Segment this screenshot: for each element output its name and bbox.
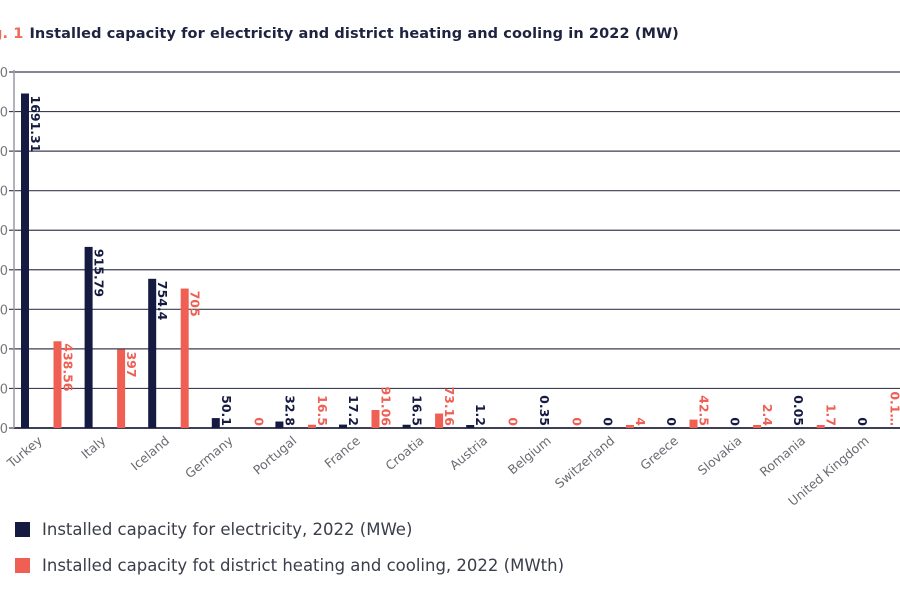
y-tick-label: 400 [0, 343, 8, 358]
y-tick-label: 1000 [0, 224, 8, 239]
data-label-electricity: 0 [664, 417, 679, 426]
data-label-electricity: 915.79 [92, 249, 107, 297]
data-label-heating: 0 [251, 417, 266, 426]
x-axis-ticks: Turkey Italy Iceland Germany Portugal France C… [3, 432, 871, 508]
y-tick-label: 1600 [0, 106, 8, 121]
legend-label-heating: Installed capacity fot district heating … [42, 556, 565, 575]
x-tick-label: Romania [757, 433, 809, 480]
bar-heating [753, 425, 762, 428]
data-label-heating: 4 [633, 417, 648, 426]
x-tick-label: Croatia [382, 433, 426, 473]
bar-electricity [148, 278, 157, 428]
figure-number: g. 1 [0, 26, 24, 42]
chart-title-text: Installed capacity for electricity and d… [29, 26, 679, 42]
data-label-heating: 0 [569, 417, 584, 426]
data-label-heating: 2.4 [760, 404, 775, 426]
legend-label-electricity: Installed capacity for electricity, 2022… [42, 520, 413, 539]
y-tick-label: 800 [0, 264, 8, 279]
gridlines [9, 70, 900, 429]
data-label-heating: 0 [506, 417, 521, 426]
bar-electricity [402, 424, 411, 428]
data-labels: 1691.31 438.56 915.79 397 754.4 705 50.1 0 32.8 1… [28, 95, 900, 426]
data-label-electricity: 32.8 [282, 395, 297, 426]
y-tick-label: 1400 [0, 145, 8, 160]
bar-electricity [211, 418, 220, 428]
bar-heating [117, 349, 126, 428]
x-tick-label: Switzerland [552, 433, 618, 491]
y-tick-label: 1800 [0, 66, 8, 81]
data-label-electricity: 0 [600, 417, 615, 426]
x-tick-label: Germany [182, 432, 236, 481]
data-label-electricity: 50.1 [219, 395, 234, 426]
bar-heating [307, 424, 316, 428]
data-label-heating: 91.06 [379, 386, 394, 426]
x-tick-label: Turkey [3, 432, 45, 471]
data-label-electricity: 754.4 [155, 281, 170, 321]
y-tick-label: 600 [0, 303, 8, 318]
bar-electricity [466, 425, 475, 428]
data-label-electricity: 0 [855, 417, 870, 426]
bar-heating [53, 341, 62, 428]
x-tick-label: Iceland [128, 433, 172, 474]
bar-heating [816, 425, 825, 428]
data-label-heating: 16.5 [315, 395, 330, 426]
y-tick-label: 200 [0, 382, 8, 397]
x-tick-label: Portugal [250, 433, 299, 478]
x-tick-label: Belgium [505, 433, 554, 477]
bars [21, 93, 825, 429]
bar-electricity [21, 93, 29, 429]
chart-title: g. 1 Installed capacity for electricity a… [0, 26, 679, 42]
bar-heating [435, 413, 444, 428]
bar-heating [625, 425, 634, 428]
legend-swatch-electricity [15, 522, 30, 537]
data-label-heating: 42.5 [697, 395, 712, 426]
y-tick-label: 1200 [0, 185, 8, 200]
bar-heating [180, 288, 189, 428]
bar-electricity [275, 421, 284, 428]
data-label-electricity: 0.05 [791, 395, 806, 426]
x-tick-label: Austria [447, 433, 490, 473]
x-tick-label: France [321, 433, 363, 471]
data-label-electricity: 0.35 [537, 395, 552, 426]
y-tick-label: 0 [0, 422, 8, 437]
data-label-heating: 0.1… [887, 391, 900, 426]
data-label-heating: 438.56 [61, 343, 76, 392]
bar-electricity [84, 246, 93, 428]
data-label-electricity: 17.2 [346, 395, 361, 426]
data-label-heating: 1.7 [824, 404, 839, 426]
x-tick-label: Italy [78, 432, 109, 461]
data-label-electricity: 16.5 [410, 395, 425, 426]
bar-heating [689, 419, 698, 428]
legend-item-heating: Installed capacity fot district heating … [15, 556, 564, 575]
data-label-heating: 73.16 [442, 386, 457, 426]
legend-swatch-heating [15, 558, 30, 573]
data-label-heating: 705 [188, 291, 203, 317]
data-label-heating: 397 [124, 351, 139, 377]
data-label-electricity: 1.2 [473, 404, 488, 426]
bar-heating [371, 409, 380, 428]
x-tick-label: Greece [637, 433, 681, 473]
data-label-electricity: 1691.31 [28, 95, 43, 152]
data-label-electricity: 0 [728, 417, 743, 426]
y-axis-ticks: 0 200 400 600 800 1000 1200 1400 1600 1800 [0, 66, 8, 437]
bar-electricity [339, 424, 347, 428]
x-tick-label: Slovakia [695, 433, 745, 478]
legend-item-electricity: Installed capacity for electricity, 2022… [15, 520, 412, 539]
